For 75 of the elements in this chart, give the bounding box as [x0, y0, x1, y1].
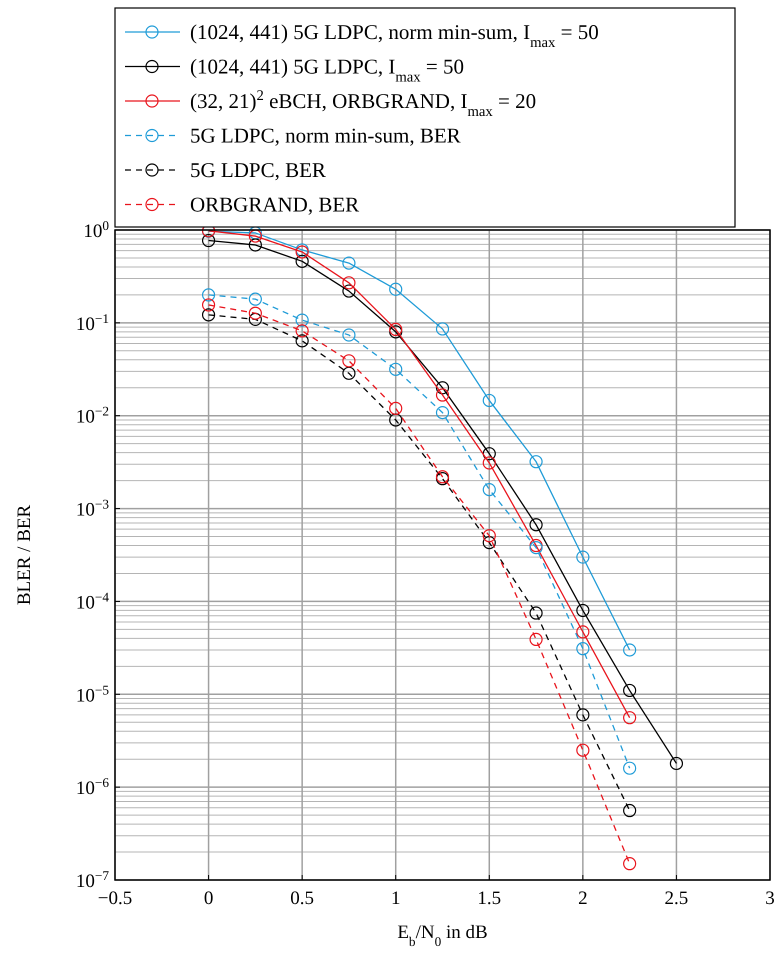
- point: [623, 762, 636, 775]
- point: [342, 256, 356, 270]
- point: [623, 643, 636, 657]
- point: [482, 447, 496, 460]
- point: [576, 625, 590, 638]
- x-tick-label: 1: [390, 888, 400, 909]
- point: [389, 325, 402, 338]
- point: [482, 394, 496, 408]
- point: [529, 606, 543, 620]
- point: [482, 529, 496, 542]
- x-tick-label: 0: [204, 888, 214, 909]
- point: [576, 604, 590, 618]
- point: [436, 406, 450, 420]
- x-tick-label: 1.5: [477, 888, 502, 909]
- point: [529, 632, 543, 646]
- point: [202, 308, 216, 322]
- point: [670, 756, 684, 770]
- y-tick-label: 10$^{0}$: [83, 218, 110, 242]
- point: [529, 455, 543, 468]
- point: [389, 413, 402, 427]
- point: [342, 284, 356, 298]
- point: [389, 362, 402, 376]
- point: [248, 312, 262, 326]
- point: [202, 298, 216, 312]
- point: [296, 324, 309, 338]
- point: [576, 642, 590, 656]
- x-axis-title: E$_{b}$/N$_{0}$ in dB: [397, 922, 488, 948]
- y-axis-title: BLER / BER: [14, 504, 35, 606]
- point: [296, 334, 309, 348]
- point: [248, 306, 262, 320]
- point: [623, 857, 636, 870]
- y-tick-label: 10$^{−4}$: [76, 588, 110, 614]
- point: [342, 366, 356, 380]
- legend-label: (1024, 441) 5G LDPC, I$_{max}$ = 50: [190, 54, 464, 86]
- point: [482, 483, 496, 496]
- point: [248, 238, 262, 252]
- x-tick-label: 3: [765, 888, 775, 909]
- y-tick-label: 10$^{−2}$: [76, 403, 109, 428]
- point: [248, 229, 262, 243]
- point: [202, 234, 216, 248]
- point: [436, 381, 450, 394]
- legend-label: ORBGRAND, BER: [190, 192, 360, 216]
- point: [436, 388, 450, 402]
- point: [482, 536, 496, 550]
- legend-label: 5G LDPC, BER: [190, 158, 326, 182]
- point: [342, 276, 356, 290]
- point: [389, 322, 402, 336]
- point: [436, 322, 450, 336]
- point: [248, 292, 262, 306]
- point: [389, 282, 402, 296]
- point: [389, 402, 402, 415]
- x-tick-label: 0.5: [290, 888, 314, 909]
- y-tick-label: 10$^{−5}$: [76, 682, 110, 706]
- y-tick-label: 10$^{−3}$: [76, 496, 110, 521]
- point: [623, 804, 636, 818]
- legend-label: 5G LDPC, norm min-sum, BER: [190, 124, 461, 148]
- point: [576, 708, 590, 722]
- point: [296, 314, 309, 327]
- x-tick-label: 2.5: [664, 888, 688, 909]
- point: [342, 354, 356, 368]
- point: [482, 456, 496, 470]
- y-tick-label: 10$^{−1}$: [76, 310, 109, 335]
- point: [202, 288, 216, 302]
- legend-label: (32, 21)$^{2}$ eBCH, ORBGRAND, I$_{max}$ = 20: [190, 88, 536, 120]
- point: [623, 684, 636, 698]
- point: [342, 328, 356, 342]
- point: [623, 711, 636, 724]
- legend-label: (1024, 441) 5G LDPC, norm min-sum, I$_{max}$ = 50: [190, 20, 599, 51]
- x-tick-label: 2: [578, 888, 588, 909]
- y-tick-label: 10$^{−6}$: [76, 774, 110, 800]
- point: [576, 550, 590, 564]
- point: [296, 254, 309, 268]
- point: [576, 744, 590, 757]
- point: [248, 226, 262, 240]
- point: [529, 518, 543, 532]
